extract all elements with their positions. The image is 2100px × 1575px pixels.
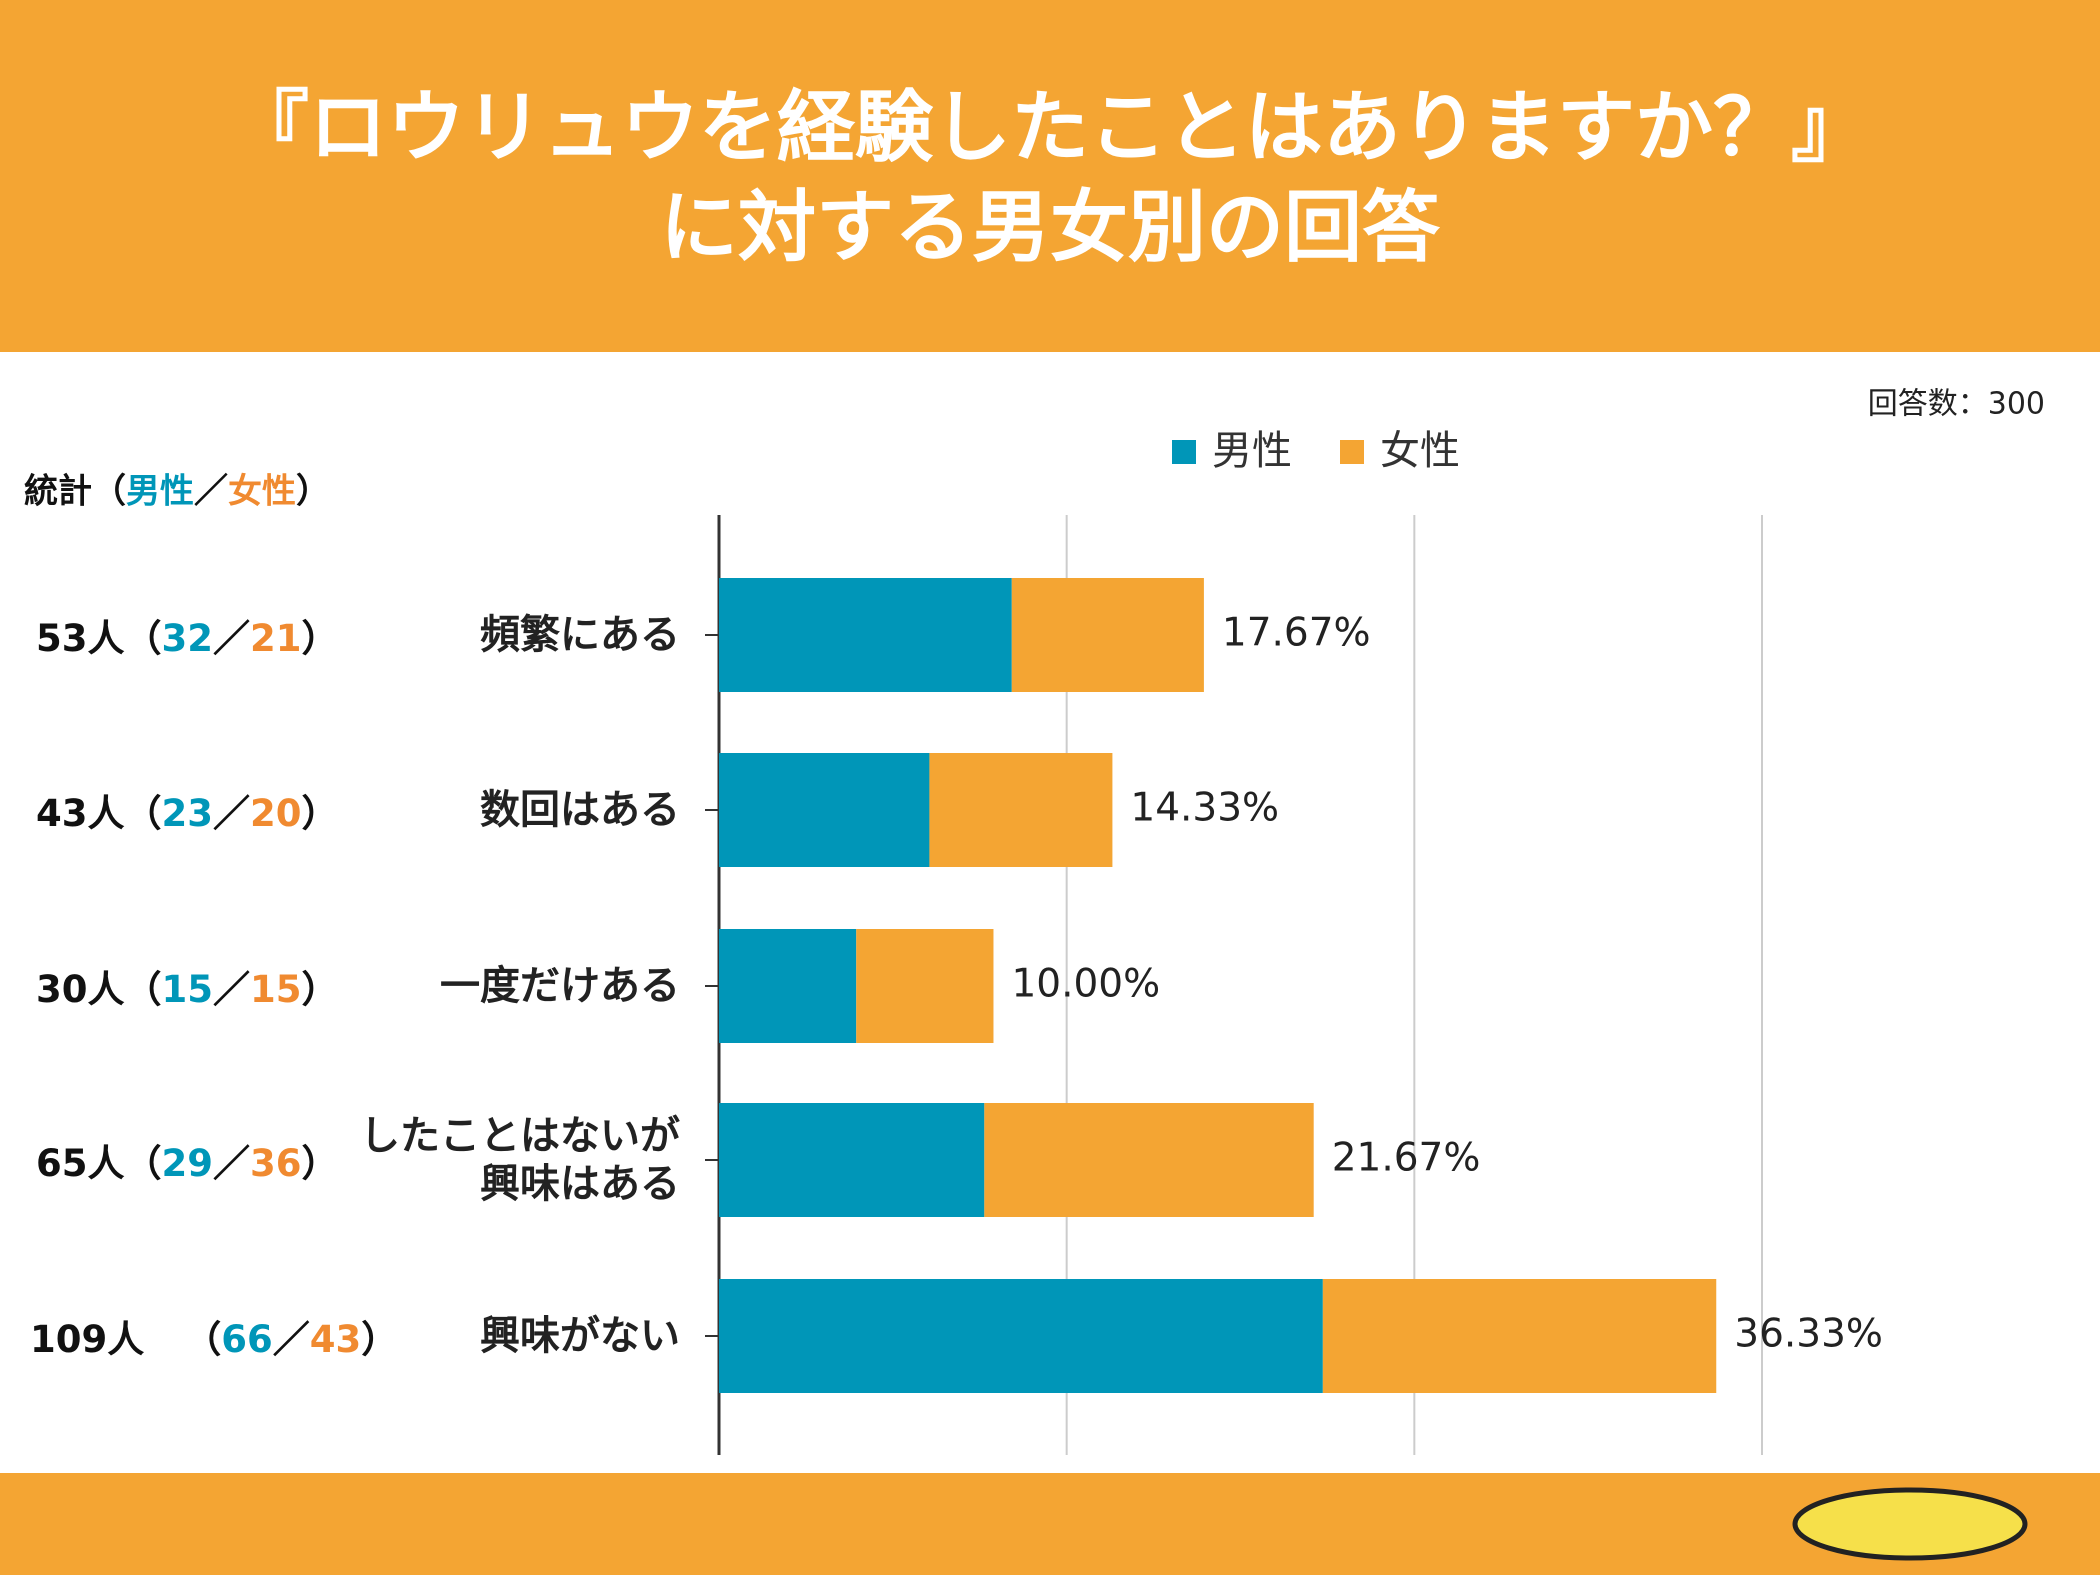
bar-segment (984, 1103, 1314, 1217)
stats-total: 65 (36, 1142, 88, 1185)
legend-label: 男性 (1212, 428, 1292, 474)
category-label: したことはないが興味はある (360, 1113, 680, 1207)
bar-segment (719, 578, 1012, 692)
stats-sep: ／ (213, 617, 250, 660)
stats-sep: ／ (213, 968, 250, 1011)
stats-row: 30人（15／15） (36, 959, 339, 1013)
stats-male: 66 (221, 1318, 273, 1361)
stats-heading-part: 統計（ (24, 471, 126, 512)
stats-heading: 統計（男性／女性） (24, 464, 330, 513)
title-line: に対する男女別の回答 (659, 183, 1440, 273)
total-label: 21.67% (1332, 1136, 1481, 1181)
stats-male: 23 (161, 792, 214, 835)
title-line: 『ロウリュウを経験したことはありますか？』 (230, 83, 1869, 173)
stats-open: （ (124, 1142, 162, 1185)
category-label: 興味がない (480, 1313, 680, 1359)
bar-segment (719, 929, 857, 1043)
legend-swatch (1172, 440, 1196, 464)
stats-unit: 人 (87, 792, 125, 835)
stats-unit: 人 (87, 968, 125, 1011)
bar-segment (929, 753, 1113, 867)
stats-male: 15 (161, 968, 214, 1011)
category-label: 数回はある (480, 787, 680, 833)
stats-unit: 人 (87, 617, 125, 660)
stats-male: 29 (161, 1142, 214, 1185)
stats-sep: ／ (213, 792, 250, 835)
stats-female: 20 (250, 792, 302, 835)
stats-close: ） (301, 1142, 339, 1185)
footer (0, 1473, 2100, 1575)
stats-total: 53 (36, 617, 88, 660)
stats-sep: ／ (213, 1142, 250, 1185)
stats-row: 43人（23／20） (36, 783, 339, 837)
stats-unit: 人 (107, 1318, 145, 1361)
logo (1792, 1487, 2028, 1561)
stats-heading-part: 男性 (126, 471, 194, 512)
stats-female: 21 (250, 617, 302, 660)
bar-segment (719, 1103, 985, 1217)
stats-heading-part: ） (296, 471, 330, 512)
stats-close: ） (301, 617, 339, 660)
stats-female: 43 (309, 1318, 362, 1361)
stats-female: 15 (250, 968, 302, 1011)
stats-open: （ (124, 792, 162, 835)
stats-row: 53人（32／21） (36, 608, 339, 662)
stats-heading-part: 女性 (228, 471, 296, 512)
legend-swatch (1340, 440, 1364, 464)
bar-segment (719, 1279, 1323, 1393)
stats-sep: ／ (272, 1318, 310, 1361)
bar-segment (1011, 578, 1204, 692)
stats-female: 36 (250, 1142, 302, 1185)
total-label: 17.67% (1222, 611, 1371, 656)
stats-close: ） (361, 1318, 399, 1361)
stats-row: 65人（29／36） (36, 1133, 339, 1187)
bar-segment (1322, 1279, 1717, 1393)
stats-close: ） (301, 792, 339, 835)
stats-open: （ (124, 617, 162, 660)
total-label: 36.33% (1734, 1312, 1883, 1357)
sample-note: 回答数：300 (1868, 387, 2045, 422)
stats-open: （ (184, 1318, 222, 1361)
stats-close: ） (301, 968, 339, 1011)
stats-male: 32 (161, 617, 214, 660)
bar-segment (856, 929, 994, 1043)
legend-label: 女性 (1380, 428, 1460, 474)
stats-heading-part: ／ (194, 471, 228, 512)
stats-open: （ (124, 968, 162, 1011)
stats-total: 109 (30, 1318, 108, 1361)
total-label: 14.33% (1130, 786, 1279, 831)
header: 『ロウリュウを経験したことはありますか？』 に対する男女別の回答 (0, 0, 2100, 352)
stats-unit: 人 (87, 1142, 125, 1185)
total-label: 10.00% (1011, 962, 1160, 1007)
stats-row: 109人 （66／43） (30, 1309, 398, 1363)
stats-total: 30 (36, 968, 88, 1011)
category-label: 頻繁にある (480, 612, 680, 658)
stats-total: 43 (36, 792, 88, 835)
category-label: 一度だけある (440, 963, 680, 1009)
bar-segment (719, 753, 930, 867)
